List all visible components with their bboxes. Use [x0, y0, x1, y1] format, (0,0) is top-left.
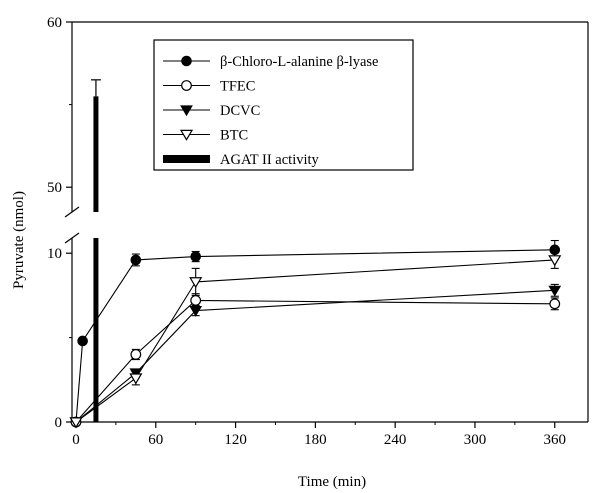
- data-point: [130, 254, 142, 266]
- x-tick-label: 60: [148, 432, 163, 448]
- legend-entry-label: β-Chloro-L-alanine β-lyase: [220, 54, 379, 70]
- agat-bar-lower: [93, 238, 99, 422]
- legend-marker: [181, 55, 192, 67]
- series-line: [75, 249, 555, 423]
- y-axis-label: Pyruvate (nmol): [11, 191, 27, 289]
- legend-entry-label: DCVC: [220, 103, 260, 119]
- axes: 0 60 120 180 240 300 360 0 10 50 60: [47, 15, 589, 448]
- legend-marker: [181, 80, 192, 91]
- data-point: [69, 417, 83, 429]
- legend-entry-label: TFEC: [220, 79, 255, 95]
- legend-marker: [179, 129, 194, 141]
- legend-swatch-bar: [163, 155, 210, 163]
- series-layer: [69, 239, 562, 429]
- legend-box: [153, 39, 414, 171]
- data-point: [548, 285, 562, 297]
- series-3: [69, 250, 562, 429]
- series-0: [70, 239, 561, 428]
- data-point: [129, 373, 143, 385]
- y-tick-label: 60: [47, 15, 62, 31]
- axis-break-mark: [64, 232, 80, 244]
- data-point: [130, 349, 142, 360]
- data-point: [549, 298, 561, 310]
- agat-bar-upper: [93, 96, 99, 212]
- series-line: [75, 289, 555, 423]
- legend-entry-label: BTC: [220, 128, 248, 144]
- legend-entry-label: AGAT II activity: [220, 152, 320, 168]
- x-axis-label: Time (min): [298, 474, 366, 490]
- series-line: [75, 299, 555, 423]
- agat-bar-layer: [90, 79, 101, 422]
- data-point: [190, 295, 202, 306]
- x-tick-label: 0: [72, 432, 80, 448]
- series-2: [69, 283, 562, 429]
- y-tick-label: 0: [55, 415, 63, 431]
- y-tick-label: 50: [47, 180, 62, 196]
- x-tick-label: 360: [544, 432, 567, 448]
- data-point: [190, 251, 201, 262]
- x-tick-label: 120: [224, 432, 247, 448]
- legend-marker: [180, 105, 193, 117]
- series-line: [75, 259, 555, 423]
- series-1: [70, 293, 561, 428]
- x-tick-label: 300: [464, 432, 487, 448]
- y-tick-label: 10: [47, 246, 62, 262]
- legend: β-Chloro-L-alanine β-lyase TFEC DCVC BTC AGA…: [153, 39, 414, 171]
- x-tick-label: 240: [384, 432, 407, 448]
- data-point: [77, 335, 88, 347]
- data-point: [189, 277, 203, 289]
- axis-break-mark: [64, 206, 80, 218]
- data-point: [548, 255, 562, 267]
- data-point: [189, 305, 203, 317]
- x-tick-label: 180: [304, 432, 327, 448]
